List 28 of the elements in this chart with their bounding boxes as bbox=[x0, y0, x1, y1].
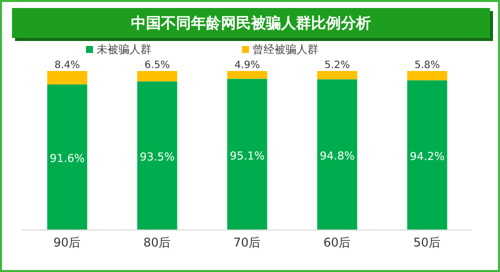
legend-label: 未被骗人群 bbox=[96, 43, 152, 56]
bar bbox=[407, 80, 448, 230]
chart-title: 中国不同年龄网民被骗人群比例分析 bbox=[12, 8, 490, 38]
data-label: 91.6% bbox=[50, 152, 85, 166]
data-label: 94.2% bbox=[410, 150, 445, 164]
data-label: 5.2% bbox=[324, 60, 350, 71]
data-label: 6.5% bbox=[144, 60, 170, 71]
x-tick-label: 80后 bbox=[143, 236, 171, 250]
bar bbox=[47, 71, 88, 84]
bar bbox=[317, 79, 358, 230]
data-label: 4.9% bbox=[234, 60, 260, 71]
x-tick-label: 90后 bbox=[53, 236, 81, 250]
bar bbox=[407, 71, 448, 80]
x-tick-label: 60后 bbox=[323, 236, 351, 250]
bar bbox=[137, 71, 178, 82]
data-label: 95.1% bbox=[230, 149, 265, 162]
bar bbox=[47, 84, 88, 230]
data-label: 5.8% bbox=[414, 60, 440, 71]
data-label: 93.5% bbox=[140, 150, 175, 164]
bar bbox=[317, 71, 358, 80]
data-label: 8.4% bbox=[54, 60, 80, 71]
bar bbox=[137, 81, 178, 230]
x-tick-label: 50后 bbox=[413, 236, 441, 250]
bar bbox=[227, 71, 268, 79]
bar bbox=[227, 78, 268, 230]
legend-label: 曾经被骗人群 bbox=[252, 43, 318, 56]
data-label: 94.8% bbox=[320, 150, 355, 163]
x-tick-label: 70后 bbox=[233, 236, 261, 250]
